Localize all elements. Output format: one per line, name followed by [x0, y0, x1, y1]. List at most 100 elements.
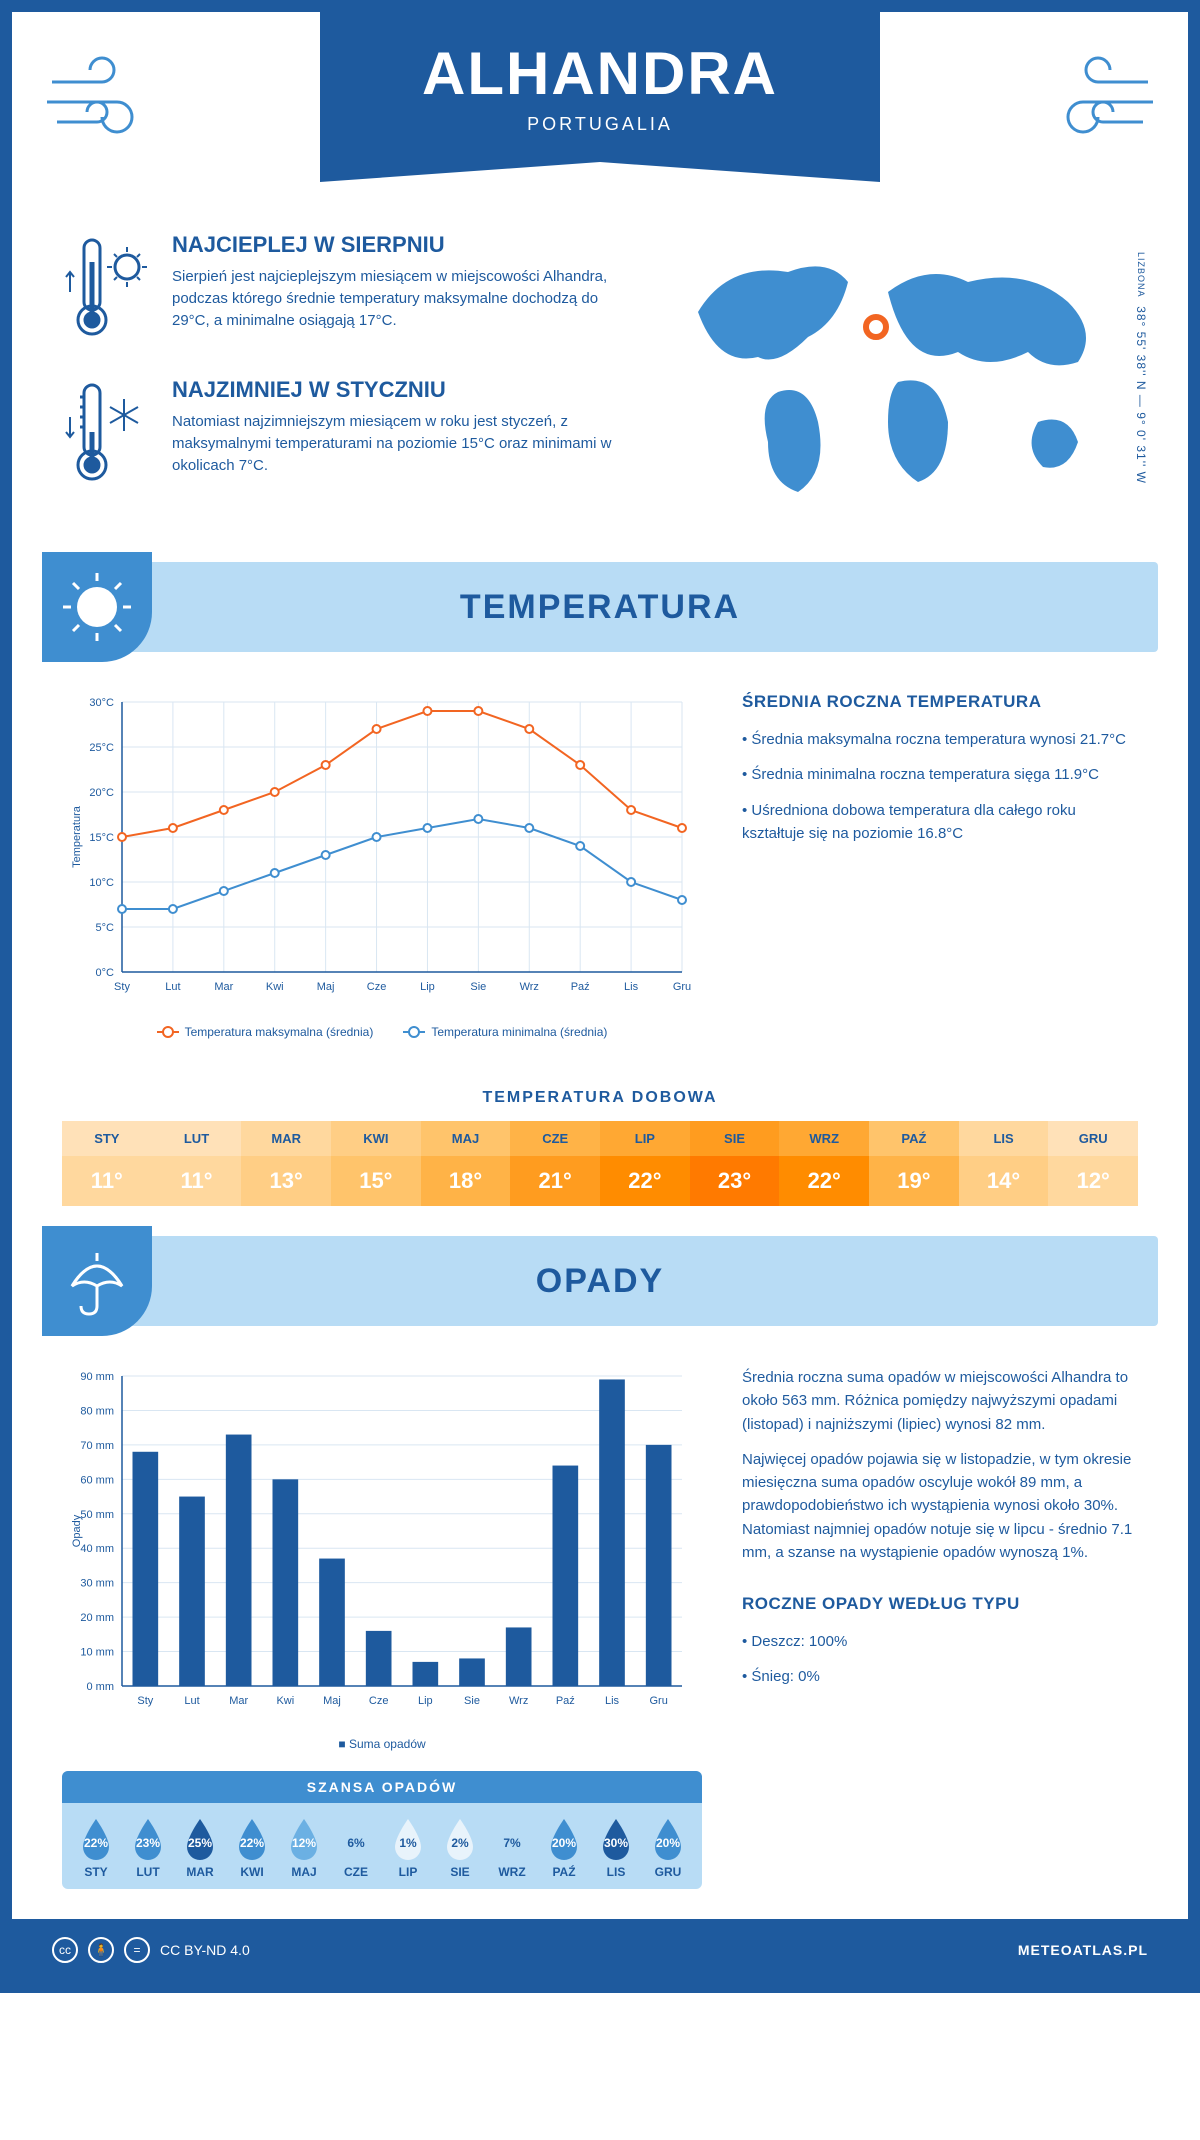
temperature-summary: ŚREDNIA ROCZNA TEMPERATURA Średnia maksy… — [742, 692, 1138, 1039]
svg-text:10°C: 10°C — [89, 877, 114, 889]
svg-text:Cze: Cze — [369, 1695, 389, 1707]
chance-cell: 20% GRU — [642, 1817, 694, 1879]
svg-text:25°C: 25°C — [89, 742, 114, 754]
avg-temp-list: Średnia maksymalna roczna temperatura wy… — [742, 728, 1138, 845]
title-banner: ALHANDRA PORTUGALIA — [320, 12, 880, 162]
raindrop-icon: 23% — [131, 1817, 165, 1861]
daily-temp-cell: LUT 11° — [152, 1121, 242, 1206]
thermometer-hot-icon — [62, 232, 152, 347]
svg-text:Maj: Maj — [323, 1695, 341, 1707]
chance-cell: 1% LIP — [382, 1817, 434, 1879]
precip-para1: Średnia roczna suma opadów w miejscowośc… — [742, 1366, 1138, 1436]
warmest-text: Sierpień jest najcieplejszym miesiącem w… — [172, 266, 618, 331]
svg-text:Sty: Sty — [137, 1695, 153, 1707]
chance-cell: 30% LIS — [590, 1817, 642, 1879]
svg-text:Opady: Opady — [71, 1514, 83, 1547]
temperature-body: 0°C5°C10°C15°C20°C25°C30°CStyLutMarKwiMa… — [12, 672, 1188, 1069]
precip-type-item: Śnieg: 0% — [742, 1665, 1138, 1688]
header: ALHANDRA PORTUGALIA — [12, 12, 1188, 192]
daily-temp-title: TEMPERATURA DOBOWA — [12, 1089, 1188, 1107]
chance-cell: 22% KWI — [226, 1817, 278, 1879]
daily-temp-cell: KWI 15° — [331, 1121, 421, 1206]
svg-text:Sie: Sie — [470, 981, 486, 993]
thermometer-cold-icon — [62, 377, 152, 492]
intro-section: NAJCIEPLEJ W SIERPNIU Sierpień jest najc… — [12, 192, 1188, 542]
svg-text:Lis: Lis — [605, 1695, 620, 1707]
svg-text:Kwi: Kwi — [276, 1695, 294, 1707]
svg-text:20°C: 20°C — [89, 787, 114, 799]
precip-title: OPADY — [536, 1262, 664, 1301]
coldest-block: NAJZIMNIEJ W STYCZNIU Natomiast najzimni… — [62, 377, 618, 492]
intro-text-column: NAJCIEPLEJ W SIERPNIU Sierpień jest najc… — [62, 232, 618, 522]
warmest-title: NAJCIEPLEJ W SIERPNIU — [172, 232, 618, 258]
raindrop-icon: 20% — [547, 1817, 581, 1861]
coldest-title: NAJZIMNIEJ W STYCZNIU — [172, 377, 618, 403]
raindrop-icon: 30% — [599, 1817, 633, 1861]
svg-text:Sie: Sie — [464, 1695, 480, 1707]
city-name: ALHANDRA — [422, 39, 778, 108]
svg-text:Paź: Paź — [571, 981, 590, 993]
svg-text:Wrz: Wrz — [509, 1695, 528, 1707]
world-map-block: LIZBONA 38° 55' 38'' N — 9° 0' 31'' W — [658, 232, 1138, 522]
precip-type-title: ROCZNE OPADY WEDŁUG TYPU — [742, 1594, 1138, 1614]
chance-cell: 2% SIE — [434, 1817, 486, 1879]
raindrop-icon: 22% — [235, 1817, 269, 1861]
temperature-section-bar: TEMPERATURA — [42, 562, 1158, 652]
raindrop-icon: 20% — [651, 1817, 685, 1861]
svg-text:Temperatura: Temperatura — [71, 805, 83, 868]
site-name: METEOATLAS.PL — [1018, 1942, 1148, 1958]
svg-text:Mar: Mar — [214, 981, 233, 993]
wind-icon — [42, 52, 162, 147]
svg-text:70 mm: 70 mm — [80, 1440, 114, 1452]
precip-para2: Najwięcej opadów pojawia się w listopadz… — [742, 1448, 1138, 1564]
raindrop-icon: 6% — [339, 1817, 373, 1861]
svg-text:Sty: Sty — [114, 981, 130, 993]
svg-text:Maj: Maj — [317, 981, 335, 993]
chance-cell: 23% LUT — [122, 1817, 174, 1879]
warmest-block: NAJCIEPLEJ W SIERPNIU Sierpień jest najc… — [62, 232, 618, 347]
footer: cc 🧍 = CC BY-ND 4.0 METEOATLAS.PL — [12, 1919, 1188, 1981]
raindrop-icon: 7% — [495, 1817, 529, 1861]
raindrop-icon: 25% — [183, 1817, 217, 1861]
daily-temp-cell: LIP 22° — [600, 1121, 690, 1206]
daily-temp-cell: PAŹ 19° — [869, 1121, 959, 1206]
chance-row: 22% STY 23% LUT 25% MAR 22% KWI 12% MAJ … — [62, 1803, 702, 1889]
daily-temp-cell: LIS 14° — [959, 1121, 1049, 1206]
avg-temp-item: Średnia maksymalna roczna temperatura wy… — [742, 728, 1138, 751]
svg-text:20 mm: 20 mm — [80, 1612, 114, 1624]
svg-text:0°C: 0°C — [96, 967, 115, 979]
daily-temp-cell: MAJ 18° — [421, 1121, 511, 1206]
svg-text:15°C: 15°C — [89, 832, 114, 844]
chance-title: SZANSA OPADÓW — [62, 1771, 702, 1803]
svg-text:Paź: Paź — [556, 1695, 575, 1707]
wind-icon — [1038, 52, 1158, 147]
precip-body: 0 mm10 mm20 mm30 mm40 mm50 mm60 mm70 mm8… — [12, 1346, 1188, 1919]
chance-cell: 12% MAJ — [278, 1817, 330, 1879]
precip-section-bar: OPADY — [42, 1236, 1158, 1326]
temperature-title: TEMPERATURA — [460, 588, 740, 627]
cc-icon: cc — [52, 1937, 78, 1963]
svg-text:Gru: Gru — [673, 981, 691, 993]
raindrop-icon: 22% — [79, 1817, 113, 1861]
nd-icon: = — [124, 1937, 150, 1963]
raindrop-icon: 2% — [443, 1817, 477, 1861]
chance-cell: 25% MAR — [174, 1817, 226, 1879]
precip-chart-block: 0 mm10 mm20 mm30 mm40 mm50 mm60 mm70 mm8… — [62, 1366, 702, 1889]
svg-text:50 mm: 50 mm — [80, 1509, 114, 1521]
umbrella-icon — [42, 1226, 152, 1336]
precip-type-item: Deszcz: 100% — [742, 1630, 1138, 1653]
daily-temp-table: STY 11°LUT 11°MAR 13°KWI 15°MAJ 18°CZE 2… — [62, 1121, 1138, 1206]
svg-text:10 mm: 10 mm — [80, 1647, 114, 1659]
chance-cell: 7% WRZ — [486, 1817, 538, 1879]
license-block: cc 🧍 = CC BY-ND 4.0 — [52, 1937, 250, 1963]
raindrop-icon: 12% — [287, 1817, 321, 1861]
svg-text:Gru: Gru — [649, 1695, 667, 1707]
daily-temp-cell: WRZ 22° — [779, 1121, 869, 1206]
avg-temp-item: Uśredniona dobowa temperatura dla całego… — [742, 799, 1138, 846]
svg-text:Wrz: Wrz — [520, 981, 539, 993]
svg-text:30 mm: 30 mm — [80, 1578, 114, 1590]
coldest-text: Natomiast najzimniejszym miesiącem w rok… — [172, 411, 618, 476]
svg-text:80 mm: 80 mm — [80, 1405, 114, 1417]
world-map-icon — [658, 232, 1138, 512]
precip-type-list: Deszcz: 100% Śnieg: 0% — [742, 1630, 1138, 1689]
